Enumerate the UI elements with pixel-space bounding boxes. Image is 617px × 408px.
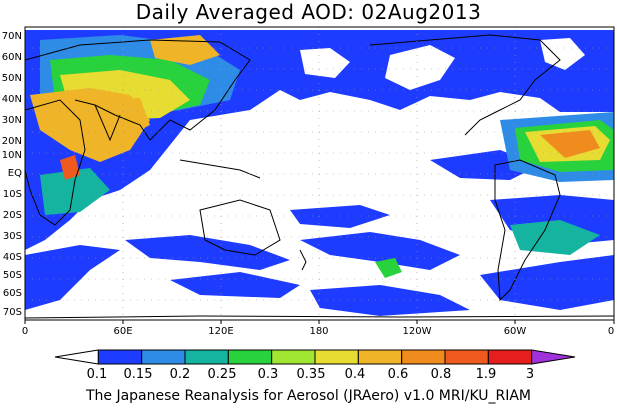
coast-india [94,104,121,142]
lat-label: 10S [2,189,22,200]
lat-label: 60N [1,52,22,63]
aod-region-teal-s [510,220,600,255]
colorbar-swatch [444,349,489,365]
colorbar-label: 0.8 [430,367,452,382]
colorbar-label: 0.25 [207,367,237,382]
axis-ticks [24,320,615,324]
aod-band-s1 [25,245,120,310]
aod-clear-natl [540,38,585,70]
lat-label: EQ [7,168,22,179]
lat-label: 20S [2,210,22,221]
footer-credit: The Japanese Reanalysis for Aerosol (JRA… [85,388,532,404]
coast-samerica [494,159,561,302]
lon-label: 120E [208,326,234,337]
coast-namerica [369,34,561,136]
lat-label: 70N [1,31,22,42]
lat-label: 40N [1,94,22,105]
lat-label: 30N [1,115,22,126]
aod-band-s6 [310,285,470,316]
lon-label: 0 [607,326,615,337]
colorbar-swatch [401,349,446,365]
aod-band-s4 [300,232,460,270]
aod-band-s5 [170,272,300,298]
lat-label: 70S [2,307,22,318]
map-title: Daily Averaged AOD: 02Aug2013 [135,0,482,24]
aod-band-s2 [125,235,290,270]
lon-label: 0 [21,326,29,337]
colorbar-label: 0.1 [86,367,108,382]
colorbar-label: 0.15 [123,367,153,382]
lon-label: 60W [503,326,527,337]
colorbar-label: 0.4 [344,367,366,382]
colorbar-swatch [54,349,99,365]
colorbar-label: 3 [525,367,535,382]
coast-australia [199,199,281,256]
aod-field [25,30,614,316]
lat-label: 50N [1,73,22,84]
lat-label: 10N [1,150,22,161]
lon-label: 180 [309,326,329,337]
colorbar-label: 0.35 [296,367,326,382]
lon-label: 120W [402,326,432,337]
aod-region-orange-ne [150,35,220,65]
coast-africa [25,99,86,226]
graticule [25,27,614,320]
colorbar-label: 1.9 [475,367,497,382]
aod-clear-npac [385,45,455,90]
colorbar-label: 0.2 [169,367,191,382]
colorbar-swatch [227,349,273,365]
aod-region-orange-atl [540,130,600,158]
lon-label: 60E [113,326,133,337]
coast-antarctica [25,315,614,319]
lat-label: 30S [2,231,22,242]
colorbar-swatch [314,349,359,365]
aod-region-green-s [375,258,402,278]
colorbar-swatch [184,349,229,365]
lat-label: 50S [2,270,22,281]
aod-region-sh-teal [40,168,110,215]
colorbar-swatch [97,349,143,365]
lat-label: 40S [2,252,22,263]
colorbar-label: 0.6 [387,367,409,382]
colorbar-swatch [487,349,533,365]
aod-band-s3 [290,205,390,228]
aod-band-s7 [480,255,614,310]
aod-region-orange-india [95,98,150,140]
colorbar-swatch [531,349,576,365]
coastlines [25,34,614,319]
lat-label: 20N [1,136,22,147]
colorbar-label: 0.3 [257,367,279,382]
colorbar [54,349,576,365]
lat-label: 60S [2,288,22,299]
colorbar-swatch [141,349,186,365]
colorbar-swatch [271,349,316,365]
aod-clear-npac2 [300,48,350,78]
coast-nz [299,249,307,271]
colorbar-swatch [357,349,403,365]
